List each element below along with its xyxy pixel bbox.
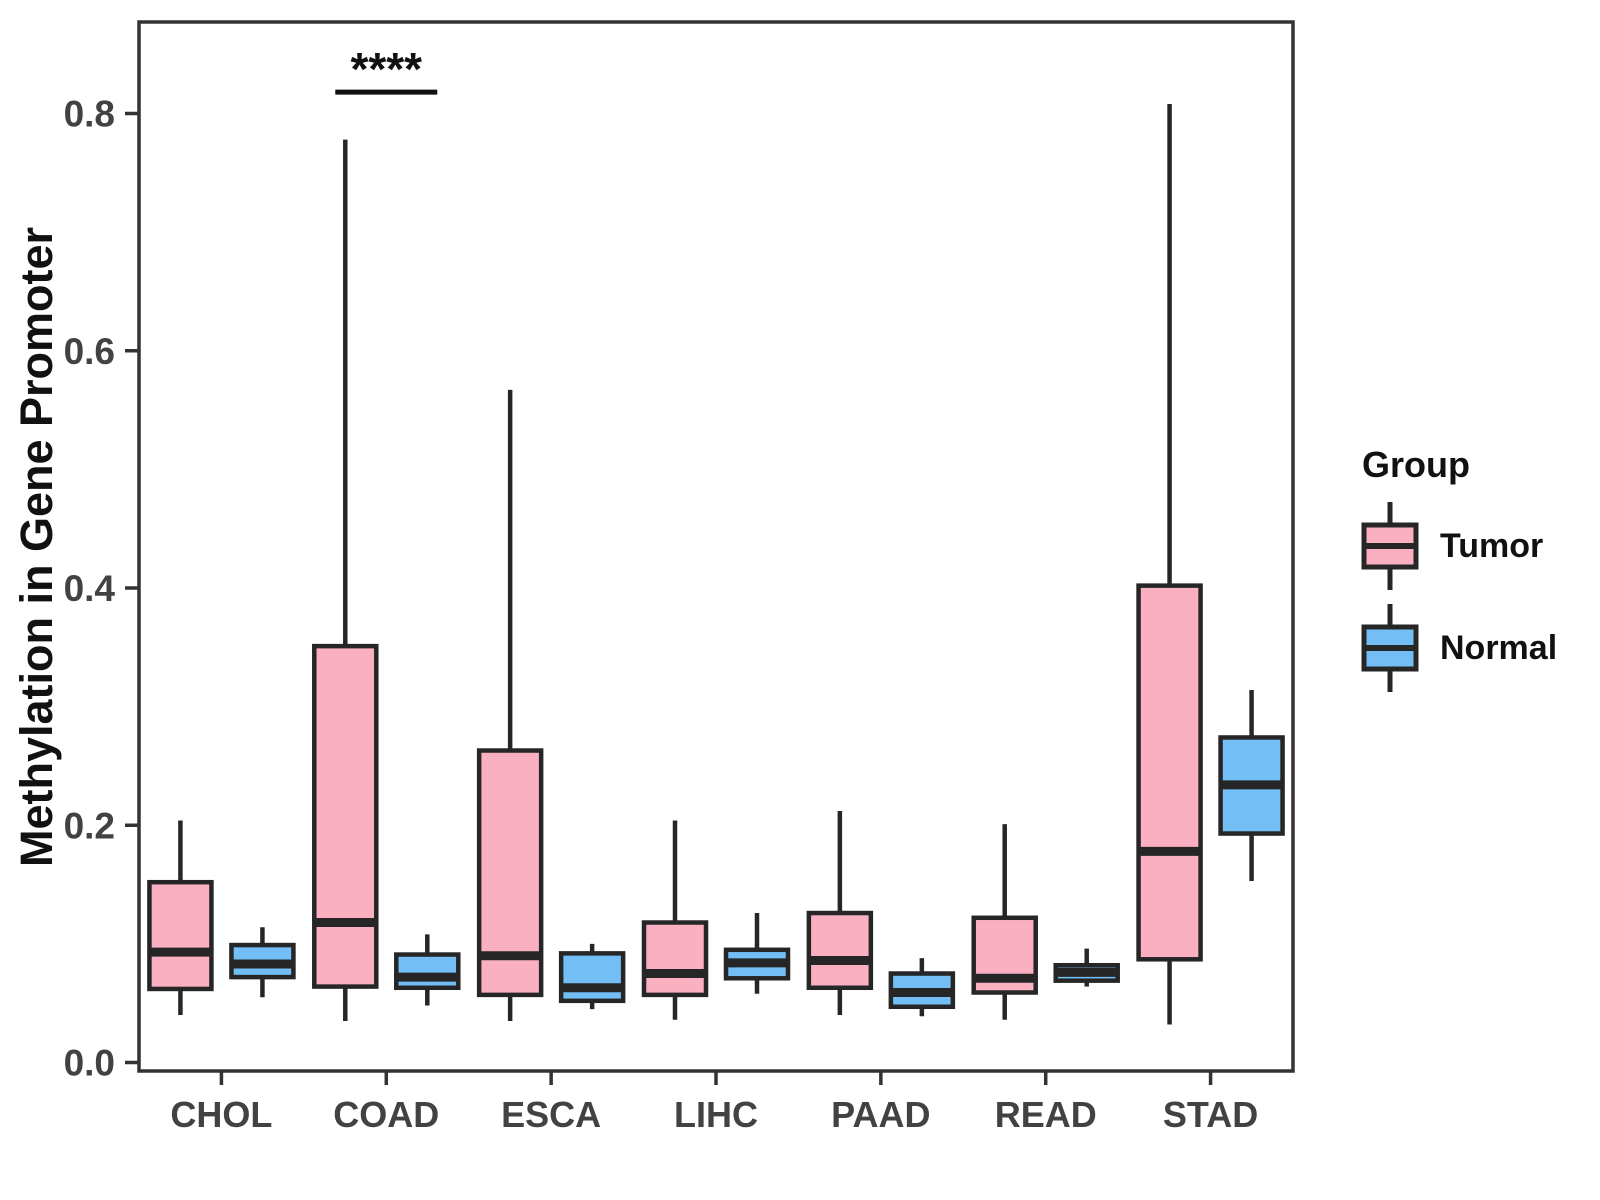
x-tick-label-LIHC: LIHC (674, 1094, 758, 1135)
normal-boxplot-key-icon (1361, 604, 1419, 692)
legend-title: Group (1362, 444, 1470, 485)
legend-item-tumor: Tumor (1360, 500, 1557, 592)
y-tick-label: 0.8 (64, 94, 115, 135)
x-tick-label-ESCA: ESCA (501, 1094, 601, 1135)
legend-item-normal: Normal (1360, 602, 1557, 694)
y-tick-label: 0.2 (64, 805, 115, 846)
x-tick-label-READ: READ (995, 1094, 1097, 1135)
y-axis-title: Methylation in Gene Promoter (11, 226, 62, 868)
box-Tumor-CHOL (147, 879, 214, 992)
legend-label-normal: Normal (1440, 628, 1558, 667)
legend-label-tumor: Tumor (1440, 526, 1544, 565)
y-tick-label: 0.6 (64, 331, 115, 372)
box-Tumor-COAD (312, 643, 379, 989)
box-Tumor-PAAD (806, 910, 874, 991)
tumor-boxplot-key-icon (1361, 502, 1419, 590)
significance-stars: **** (350, 43, 422, 95)
y-tick-label: 0.4 (64, 568, 116, 609)
box-Tumor-LIHC (641, 920, 709, 998)
x-tick-label-PAAD: PAAD (831, 1094, 930, 1135)
legend: Group Tumor Normal (1360, 444, 1557, 704)
x-tick-label-CHOL: CHOL (170, 1094, 272, 1135)
box-Tumor-STAD (1136, 583, 1203, 962)
box-Normal-ESCA (558, 951, 626, 1004)
box-Normal-COAD (394, 952, 461, 991)
x-tick-label-STAD: STAD (1163, 1094, 1258, 1135)
y-tick-label: 0.0 (64, 1043, 115, 1084)
x-tick-label-COAD: COAD (333, 1094, 439, 1135)
